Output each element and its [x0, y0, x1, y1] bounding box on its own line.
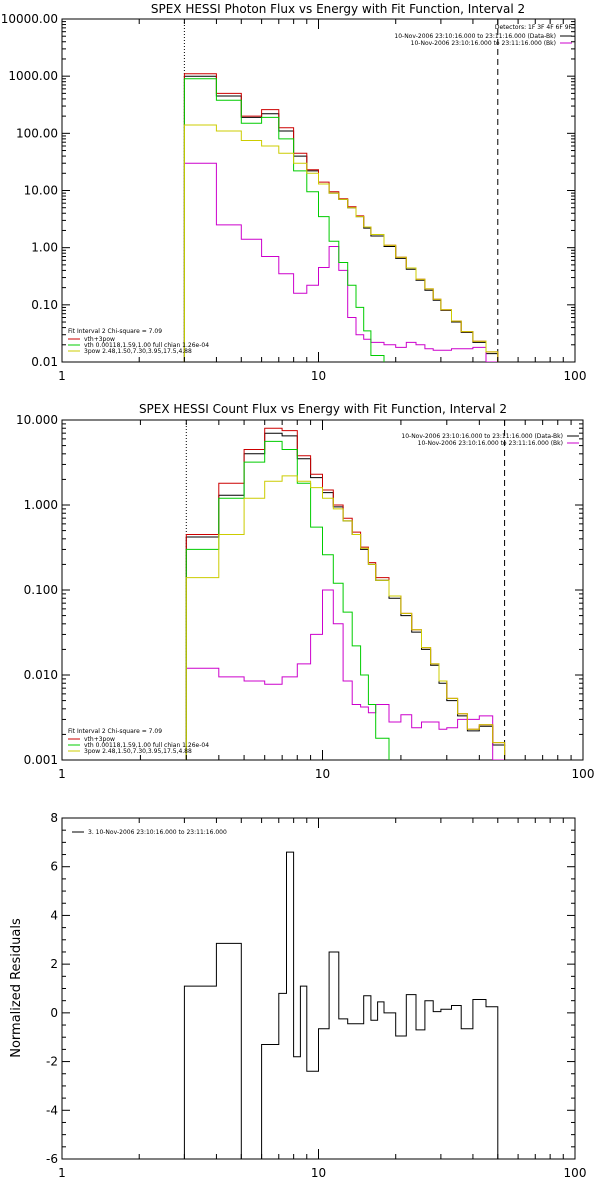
count-flux-y-tick-label: 0.010	[24, 668, 58, 682]
photon-flux-series-vth	[183, 78, 397, 362]
photon-flux-y-tick-label: 0.10	[31, 298, 58, 312]
photon-flux-series-data-bk	[183, 75, 499, 362]
photon-flux-x-tick-label: 100	[564, 369, 587, 383]
residuals-plot-area	[183, 851, 499, 1159]
residuals-y-tick-label: 0	[50, 1006, 58, 1020]
photon-flux-legend-data-label: 10-Nov-2006 23:10:16.000 to 23:11:16.000…	[394, 33, 556, 40]
photon-flux-series-group	[183, 19, 499, 362]
count-flux-legend-3pow-label: 3pow 2.48,1.50,7.30,3.95,17.5,4.88	[84, 748, 192, 755]
residuals-y-tick-label: -2	[46, 1055, 58, 1069]
count-flux-x-axis: 1 10 100	[58, 420, 594, 781]
count-flux-legend-bk-label: 10-Nov-2006 23:10:16.000 to 23:11:16.000…	[418, 440, 563, 447]
residuals-legend-label: 3. 10-Nov-2006 23:10:16.000 to 23:11:16.…	[88, 829, 227, 836]
residuals-y-tick-label: 4	[50, 908, 58, 922]
residuals-y-axis: -6 -4 -2 0 2 4 6 8	[46, 811, 575, 1166]
count-flux-x-tick-label: 1	[58, 767, 66, 781]
residuals-y-axis-label: Normalized Residuals	[9, 918, 24, 1058]
residuals-x-tick-label: 10	[311, 1166, 326, 1180]
count-flux-y-tick-label: 0.001	[24, 753, 58, 767]
photon-flux-x-tick-label: 1	[58, 369, 66, 383]
count-flux-x-tick-label: 10	[315, 767, 330, 781]
photon-flux-y-axis: 0.01 0.10 1.00 10.00 100.00 1000.00 10000.00	[1, 12, 575, 369]
count-flux-series-bk	[185, 589, 505, 760]
photon-flux-title: SPEX HESSI Photon Flux vs Energy with Fi…	[151, 2, 525, 16]
photon-flux-panel: SPEX HESSI Photon Flux vs Energy with Fi…	[1, 2, 587, 383]
count-flux-series-vth	[185, 440, 402, 760]
photon-flux-detectors-label: Detectors: 1F 3F 4F 6F 9F	[495, 24, 573, 31]
residuals-x-tick-label: 100	[564, 1166, 587, 1180]
count-flux-y-axis: 0.001 0.010 0.100 1.000 10.000	[16, 413, 583, 767]
photon-flux-legend-bk-label: 10-Nov-2006 23:10:16.000 to 23:11:16.000…	[411, 40, 556, 47]
count-flux-series-vth-3pow	[185, 427, 506, 760]
residuals-series-3-10-nov-2006-23-10-16-000-to-23-11-16-000	[183, 851, 499, 1159]
photon-flux-series-3pow	[183, 124, 499, 362]
photon-flux-y-tick-label: 100.00	[16, 126, 58, 140]
count-flux-y-tick-label: 0.100	[24, 583, 58, 597]
photon-flux-legend-vth3pow-label: vth+3pow	[84, 336, 115, 343]
photon-flux-x-tick-label: 10	[311, 369, 326, 383]
count-flux-series-3pow	[185, 475, 506, 760]
count-flux-legend-top-right: 10-Nov-2006 23:10:16.000 to 23:11:16.000…	[401, 433, 579, 447]
photon-flux-plot-area	[183, 19, 499, 362]
residuals-y-tick-label: 6	[50, 860, 58, 874]
residuals-x-tick-label: 1	[58, 1166, 66, 1180]
residuals-x-axis: 1 10 100	[58, 818, 586, 1180]
photon-flux-legend-top-right: Detectors: 1F 3F 4F 6F 9F 10-Nov-2006 23…	[394, 24, 572, 47]
count-flux-series-data-bk	[185, 432, 506, 760]
count-flux-y-tick-label: 10.000	[16, 413, 58, 427]
photon-flux-series-bk	[183, 162, 498, 362]
count-flux-title: SPEX HESSI Count Flux vs Energy with Fit…	[139, 402, 507, 416]
residuals-y-tick-label: 8	[50, 811, 58, 825]
count-flux-fit-label: Fit Interval 2 Chi-square = 7.09	[68, 728, 162, 735]
count-flux-plot-area	[185, 420, 506, 760]
count-flux-legend-vth-label: vth 0.00118,1.59,1.00 full chian 1.26e-0…	[84, 742, 209, 749]
photon-flux-legend-vth-label: vth 0.00118,1.59,1.00 full chian 1.26e-0…	[84, 342, 209, 349]
photon-flux-x-axis: 1 10 100	[58, 19, 586, 383]
photon-flux-series-vth-3pow	[183, 73, 499, 362]
photon-flux-y-tick-label: 10.00	[24, 184, 58, 198]
residuals-y-tick-label: -6	[46, 1152, 58, 1166]
count-flux-x-tick-label: 100	[572, 767, 595, 781]
photon-flux-legend-bottom-left: Fit Interval 2 Chi-square = 7.09 vth+3po…	[68, 328, 209, 355]
residuals-y-tick-label: -4	[46, 1103, 58, 1117]
count-flux-legend-bottom-left: Fit Interval 2 Chi-square = 7.09 vth+3po…	[68, 728, 209, 755]
count-flux-y-tick-label: 1.000	[24, 498, 58, 512]
residuals-legend: 3. 10-Nov-2006 23:10:16.000 to 23:11:16.…	[72, 829, 227, 836]
count-flux-panel: SPEX HESSI Count Flux vs Energy with Fit…	[16, 402, 594, 781]
residuals-series-group	[183, 851, 499, 1159]
photon-flux-y-tick-label: 10000.00	[1, 12, 58, 26]
count-flux-legend-vth3pow-label: vth+3pow	[84, 736, 115, 743]
count-flux-series-group	[185, 420, 506, 760]
photon-flux-legend-3pow-label: 3pow 2.48,1.50,7.30,3.95,17.5,4.88	[84, 348, 192, 355]
photon-flux-y-tick-label: 0.01	[31, 355, 58, 369]
photon-flux-fit-label: Fit Interval 2 Chi-square = 7.09	[68, 328, 162, 335]
photon-flux-y-tick-label: 1.00	[31, 241, 58, 255]
photon-flux-y-tick-label: 1000.00	[8, 69, 58, 83]
count-flux-legend-data-label: 10-Nov-2006 23:10:16.000 to 23:11:16.000…	[401, 433, 563, 440]
residuals-y-tick-label: 2	[50, 957, 58, 971]
